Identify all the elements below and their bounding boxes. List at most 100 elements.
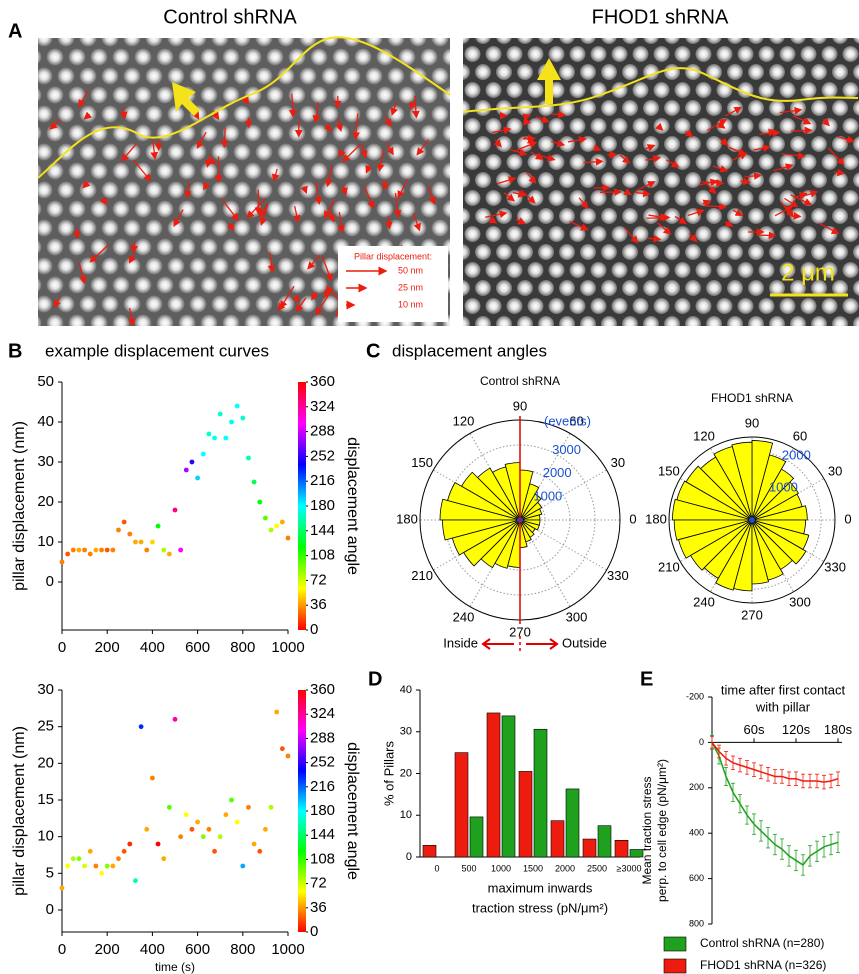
displacement-arrow <box>624 227 639 244</box>
data-point <box>59 885 65 891</box>
data-point <box>116 527 121 533</box>
displacement-arrow <box>196 131 207 150</box>
displacement-arrow <box>352 113 361 140</box>
x-tick-label: 800 <box>230 639 255 656</box>
x-axis-label: time after first contact <box>721 682 846 697</box>
colorbar-tick-label: 72 <box>310 571 327 588</box>
y-tick-label: 30 <box>37 453 54 470</box>
colorbar-tick-label: 360 <box>310 681 335 698</box>
x-axis-label: with pillar <box>755 699 811 714</box>
displacement-arrow <box>384 115 392 128</box>
angle-label: 150 <box>658 463 680 478</box>
displacement-arrow <box>702 199 712 207</box>
x-tick-label: 1500 <box>523 863 543 873</box>
data-point <box>104 863 110 869</box>
data-point <box>178 834 184 840</box>
displacement-arrow <box>551 139 566 147</box>
displacement-arrow <box>321 255 333 282</box>
angle-label: 90 <box>745 415 759 430</box>
displacement-arrow <box>656 222 672 235</box>
angle-label: 240 <box>453 609 475 624</box>
displacement-arrow <box>203 181 211 191</box>
displacement-arrow <box>381 179 390 191</box>
data-point <box>268 527 274 533</box>
angle-label: 300 <box>566 609 588 624</box>
polar-bar <box>751 519 807 565</box>
displacement-arrow <box>821 118 830 127</box>
bar <box>533 728 548 858</box>
displacement-arrow <box>645 154 662 163</box>
angle-label: 270 <box>509 624 531 639</box>
displacement-arrow <box>522 117 532 126</box>
colorbar-tick-label: 324 <box>310 705 335 722</box>
x-axis-label: maximum inwards <box>488 880 593 895</box>
displacement-arrow <box>119 107 128 120</box>
colorbar <box>298 690 306 932</box>
x-tick-label: 500 <box>461 863 476 873</box>
displacement-arrow <box>698 178 719 187</box>
data-point <box>285 753 291 759</box>
data-point <box>127 841 133 847</box>
data-point <box>161 856 167 862</box>
displacement-arrow <box>259 203 269 226</box>
divider-label: Outside <box>562 635 607 650</box>
y-tick-label: 50 <box>37 373 54 390</box>
polar-bar <box>519 519 535 538</box>
displacement-arrow <box>132 159 152 182</box>
direction-arrow <box>172 82 200 116</box>
displacement-arrow <box>592 143 602 152</box>
data-point <box>110 863 116 869</box>
displacement-arrow <box>728 146 747 156</box>
cell-edge <box>462 67 859 113</box>
panel-label: C <box>366 340 380 362</box>
displacement-arrow <box>397 178 409 199</box>
data-point <box>268 804 274 810</box>
panel-label: A <box>8 20 22 42</box>
data-point <box>251 479 257 485</box>
displacement-arrow <box>791 126 813 135</box>
angular-grid <box>519 519 607 571</box>
data-point <box>82 547 87 553</box>
colorbar-tick-label: 36 <box>310 899 327 916</box>
radial-tick-label: 2000 <box>782 447 811 462</box>
displacement-arrow <box>768 128 777 137</box>
data-point <box>234 403 240 409</box>
displacement-arrow <box>241 96 250 105</box>
bar <box>550 820 565 858</box>
x-tick-label: 200 <box>95 639 120 656</box>
data-point <box>155 841 161 847</box>
colorbar-tick-label: 36 <box>310 596 327 613</box>
y-tick-label: 40 <box>37 413 54 430</box>
displacement-arrow <box>99 196 108 206</box>
polar-outline <box>668 436 836 604</box>
displacement-arrow <box>530 151 544 160</box>
data-point <box>285 535 291 541</box>
colorbar-tick-label: 144 <box>310 522 335 539</box>
displacement-arrow <box>655 122 664 132</box>
data-point <box>195 475 201 481</box>
displacement-arrow <box>311 291 319 301</box>
displacement-arrow <box>569 220 589 231</box>
displacement-arrow <box>409 101 417 110</box>
data-point <box>110 547 116 553</box>
displacement-arrow <box>503 192 515 202</box>
data-point <box>279 519 285 525</box>
displacement-arrow <box>340 184 348 196</box>
x-tick-label: 120s <box>782 722 811 737</box>
displacement-arrow <box>288 93 297 118</box>
displacement-arrow <box>416 139 430 156</box>
y-tick-label: 40 <box>400 684 412 696</box>
y-axis-label: Mean traction stress <box>640 776 654 884</box>
colorbar-tick-label: 144 <box>310 826 335 843</box>
y-tick-label: 10 <box>37 533 54 550</box>
displacement-arrow <box>183 181 192 199</box>
displacement-arrow <box>646 234 662 243</box>
data-point <box>166 804 172 810</box>
displacement-arrow <box>719 137 729 146</box>
data-point <box>138 724 144 730</box>
displacement-arrow <box>716 121 726 129</box>
displacement-arrow <box>753 144 771 152</box>
displacement-arrow <box>567 136 587 144</box>
displacement-arrow <box>525 171 537 184</box>
data-point <box>133 878 138 884</box>
